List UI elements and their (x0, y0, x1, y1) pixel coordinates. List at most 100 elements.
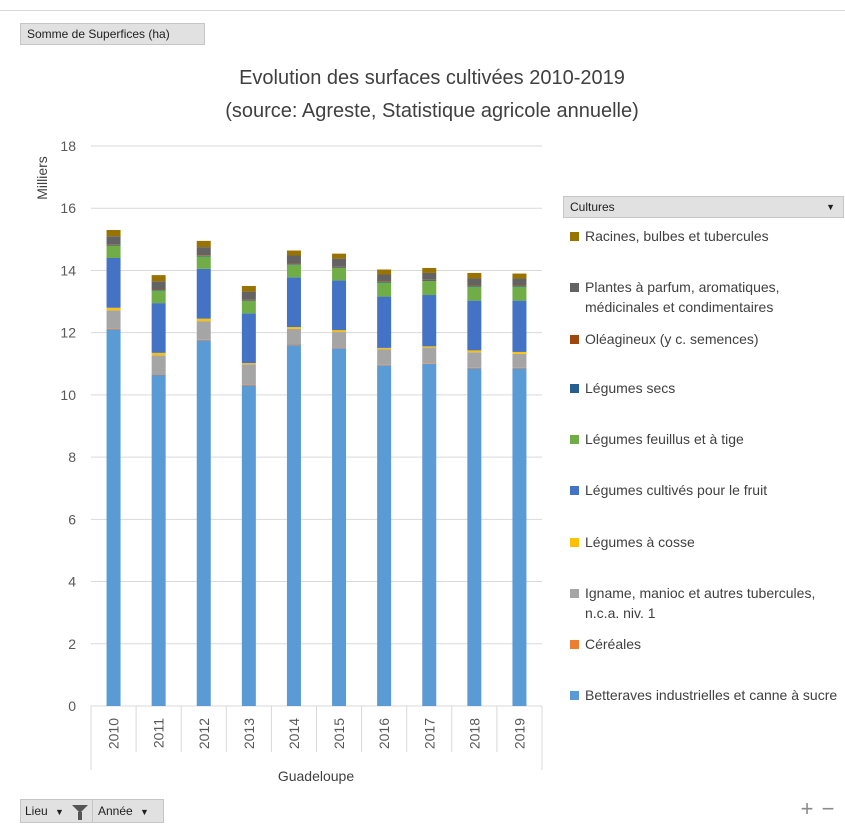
bar-segment (241, 364, 256, 385)
bar-segment (467, 367, 482, 369)
bar-segment (286, 264, 301, 265)
y-tick-label: 18 (60, 138, 76, 154)
x-tick-label: 2018 (466, 718, 482, 749)
y-tick-label: 12 (60, 325, 76, 341)
bar-segment (422, 347, 437, 364)
legend-item: Légumes à cosse (570, 532, 842, 552)
bar-segment (512, 351, 527, 354)
y-axis-ticks: 0 2 4 6 8 10 12 14 16 18 (60, 138, 76, 714)
bar-segment (422, 363, 437, 706)
y-tick-label: 2 (68, 636, 76, 652)
bar-segment (512, 353, 527, 368)
bar-segment (377, 282, 392, 297)
row-field-annee-label: Année (98, 804, 133, 818)
chart-subtitle: (source: Agreste, Statistique agricole a… (225, 100, 639, 122)
chart-title: Evolution des surfaces cultivées 2010-20… (239, 67, 625, 89)
legend-item: Céréales (570, 634, 842, 654)
legend-swatch (570, 232, 579, 241)
bar-segment (467, 272, 482, 279)
legend-item: Oléagineux (y c. semences) (570, 329, 842, 349)
bar-segment (377, 281, 392, 283)
bar-segment (286, 250, 301, 256)
bar-segment (332, 266, 347, 268)
bar-segment (196, 318, 211, 322)
bar-segment (106, 230, 121, 237)
bar-segment (377, 274, 392, 282)
legend-item: Légumes feuillus et à tige (570, 429, 842, 449)
bar-segment (106, 328, 121, 330)
y-tick-label: 6 (68, 511, 76, 527)
row-field-lieu-button[interactable]: Lieu ▼ (20, 799, 93, 823)
bar-segment (332, 280, 347, 331)
bar-segment (377, 281, 392, 282)
bar-segment (106, 244, 121, 246)
bar-segment (422, 272, 437, 280)
legend-label: Oléagineux (y c. semences) (585, 331, 759, 347)
x-tick-label: 2014 (286, 718, 302, 749)
bar-segment (332, 330, 347, 333)
zoom-in-button[interactable]: + (800, 796, 814, 821)
x-tick-label: 2015 (331, 718, 347, 749)
bar-segment (241, 286, 256, 292)
value-field-button[interactable]: Somme de Superfices (ha) (20, 23, 205, 45)
row-field-annee-button[interactable]: Année ▼ (92, 799, 164, 823)
bar-segment (377, 349, 392, 365)
bar-segment (151, 281, 166, 290)
legend-label: Légumes cultivés pour le fruit (585, 482, 768, 498)
bar-segment (196, 268, 211, 319)
legend-swatch (570, 486, 579, 495)
bar-segment (422, 295, 437, 347)
bar-segment (241, 385, 256, 706)
bar-segment (151, 303, 166, 353)
bar-segment (512, 367, 527, 369)
bar-segment (241, 363, 256, 365)
zoom-out-button[interactable]: − (821, 796, 835, 821)
bar-segment (151, 355, 166, 375)
legend-item: Plantes à parfum, aromatiques, médicinal… (570, 277, 842, 317)
legend-field-label: Cultures (570, 200, 615, 214)
bar-segment (151, 290, 166, 291)
bar-segment (151, 289, 166, 291)
bar-segment (241, 299, 256, 301)
bar-segment (512, 285, 527, 286)
bar-segment (377, 347, 392, 350)
legend-label: Igname, manioc et autres tubercules, n.c… (585, 585, 816, 621)
bar-segment (106, 236, 121, 245)
legend-label: Légumes à cosse (585, 534, 695, 550)
bar-segment (151, 352, 166, 356)
legend-label: Céréales (585, 636, 642, 652)
legend-label: Plantes à parfum, aromatiques, médicinal… (585, 279, 780, 315)
bar-segment (422, 346, 437, 348)
funnel-icon (72, 805, 88, 813)
bar-segment (106, 307, 121, 311)
bar-segment (332, 332, 347, 348)
bar-segment (106, 244, 121, 245)
bar-segment (512, 273, 527, 279)
bar-segment (241, 291, 256, 300)
bar-segment (241, 300, 256, 314)
legend-swatch (570, 691, 579, 700)
bar-segment (422, 280, 437, 282)
bar-segment (512, 286, 527, 301)
bar-segment (422, 279, 437, 281)
bar-segment (286, 255, 301, 264)
bar-segment (467, 286, 482, 301)
bar-segment (286, 264, 301, 278)
bar-segment (377, 365, 392, 706)
bar-segment (422, 281, 437, 296)
x-tick-label: 2017 (421, 718, 437, 749)
bar-segment (286, 345, 301, 706)
bar-segment (286, 344, 301, 346)
bar-segment (286, 327, 301, 329)
y-tick-label: 14 (60, 262, 76, 278)
bar-segment (196, 247, 211, 256)
bar-segment (106, 329, 121, 706)
x-tick-label: 2010 (106, 718, 122, 749)
legend-swatch (570, 640, 579, 649)
legend-label: Betteraves industrielles et canne à sucr… (585, 687, 838, 703)
legend-field-button[interactable]: Cultures ▼ (563, 196, 844, 218)
y-axis-title: Milliers (34, 156, 50, 200)
bar-segment (196, 340, 211, 706)
bar-segment (151, 290, 166, 304)
value-field-label: Somme de Superfices (ha) (27, 27, 170, 41)
